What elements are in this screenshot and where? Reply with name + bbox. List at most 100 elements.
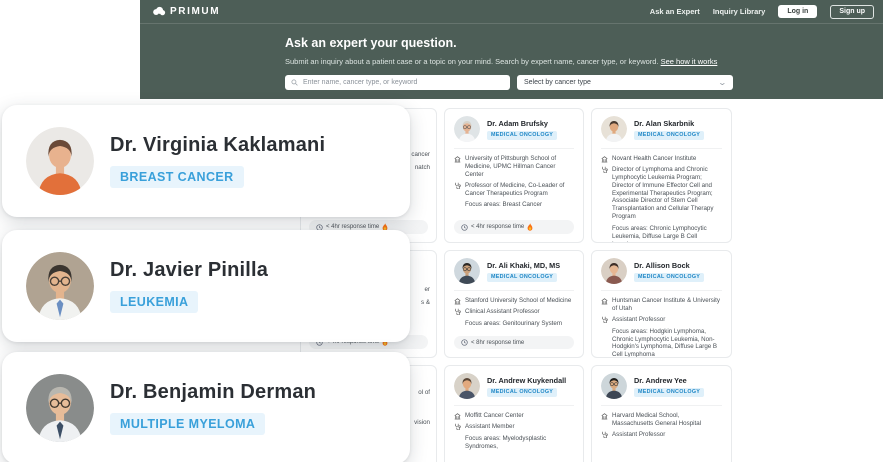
institution-text: Stanford University School of Medicine [465, 297, 572, 304]
institution-text: Huntsman Cancer Institute & University o… [612, 297, 720, 312]
card-text-fragment: s & [421, 299, 430, 306]
expert-name: Dr. Allison Bock [634, 260, 690, 270]
institution-icon [601, 297, 608, 304]
fire-icon [527, 223, 533, 231]
response-time-badge: < 8hr response time [454, 336, 574, 349]
clock-icon [316, 223, 323, 231]
response-time-text: < 8hr response time [471, 339, 525, 346]
doctor-photo [26, 127, 94, 195]
category-badge: MEDICAL ONCOLOGY [487, 130, 558, 140]
institution-text: Novant Health Cancer Institute [612, 155, 697, 162]
role-text: Director of Lymphoma and Chronic Lymphoc… [612, 165, 714, 221]
institution-icon [601, 155, 608, 162]
featured-doctor-name: Dr. Benjamin Derman [110, 381, 317, 403]
featured-doctor-name: Dr. Virginia Kaklamani [110, 134, 326, 156]
expert-avatar [601, 373, 627, 399]
card-text-fragment: cancer [411, 151, 430, 158]
expert-avatar [601, 116, 627, 142]
institution-row: University of Pittsburgh School of Medic… [454, 155, 574, 179]
institution-icon [454, 297, 461, 304]
primum-logo-icon [153, 6, 166, 16]
clock-icon [461, 339, 468, 346]
role-row: Assistant Professor [601, 431, 722, 439]
expert-avatar [601, 258, 627, 284]
nav-inquiry-library[interactable]: Inquiry Library [712, 7, 766, 16]
expert-card[interactable]: Dr. Andrew Kuykendall MEDICAL ONCOLOGY M… [444, 365, 584, 462]
site-header: PRIMUM Ask an Expert Inquiry Library Log… [140, 0, 883, 99]
top-nav-links: Ask an Expert Inquiry Library Log in Sig… [649, 4, 874, 19]
response-time-text: < 4hr response time [326, 339, 380, 345]
specialty-badge: BREAST CANCER [110, 166, 244, 188]
clock-icon [461, 223, 468, 231]
institution-text: Moffitt Cancer Center [465, 412, 524, 419]
expert-name: Dr. Ali Khaki, MD, MS [487, 260, 561, 270]
featured-card-multiple-myeloma[interactable]: Dr. Benjamin Derman MULTIPLE MYELOMA [2, 352, 410, 462]
chevron-down-icon: ⌄ [717, 77, 728, 87]
cancer-type-select[interactable]: Select by cancer type ⌄ [517, 75, 733, 90]
expert-name: Dr. Alan Skarbnik [634, 118, 695, 128]
response-time-text: < 4hr response time [471, 224, 525, 230]
expert-avatar [454, 373, 480, 399]
expert-avatar [454, 258, 480, 284]
expert-card-header: Dr. Alan Skarbnik MEDICAL ONCOLOGY [601, 116, 722, 149]
search-placeholder: Enter name, cancer type, or keyword [303, 79, 418, 86]
fire-icon [382, 223, 388, 231]
card-text-fragment: natch [414, 164, 430, 171]
role-text: Assistant Member [465, 422, 515, 430]
category-badge: MEDICAL ONCOLOGY [487, 272, 558, 282]
role-text: Assistant Professor [612, 430, 666, 438]
role-icon [455, 182, 461, 190]
specialty-badge: LEUKEMIA [110, 291, 199, 313]
expert-card[interactable]: Dr. Andrew Yee MEDICAL ONCOLOGY Harvard … [591, 365, 732, 462]
institution-row: Stanford University School of Medicine [454, 297, 574, 305]
expert-name: Dr. Andrew Kuykendall [487, 375, 567, 385]
focus-areas: Focus areas: Genitourinary System [465, 319, 562, 327]
role-icon [602, 316, 608, 324]
login-button[interactable]: Log in [778, 5, 818, 18]
search-row: Enter name, cancer type, or keyword Sele… [285, 75, 883, 90]
card-text-fragment: ol of [418, 389, 430, 396]
institution-text: Harvard Medical School, Massachusetts Ge… [612, 412, 702, 427]
response-time-text: < 4hr response time [326, 224, 380, 230]
role-row: Assistant Professor [601, 316, 722, 324]
category-badge: MEDICAL ONCOLOGY [634, 130, 705, 140]
role-row: Professor of Medicine, Co-Leader of Canc… [454, 182, 574, 198]
primum-logo[interactable]: PRIMUM [152, 6, 220, 17]
institution-row: Moffitt Cancer Center [454, 412, 574, 420]
role-row: Clinical Assistant Professor [454, 308, 574, 316]
expert-search-input[interactable]: Enter name, cancer type, or keyword [285, 75, 510, 90]
doctor-photo [26, 252, 94, 320]
role-icon [602, 431, 608, 439]
institution-icon [454, 412, 461, 419]
specialty-badge: MULTIPLE MYELOMA [110, 413, 266, 435]
hero-section: Ask an expert your question. Submit an i… [140, 23, 883, 90]
expert-card[interactable]: Dr. Adam Brufsky MEDICAL ONCOLOGY Univer… [444, 108, 584, 243]
response-time-badge: < 4hr response time [454, 220, 574, 234]
role-text: Clinical Assistant Professor [465, 307, 540, 315]
expert-name: Dr. Andrew Yee [634, 375, 687, 385]
role-row: Director of Lymphoma and Chronic Lymphoc… [601, 166, 722, 221]
institution-icon [601, 412, 608, 419]
top-navigation-bar: PRIMUM Ask an Expert Inquiry Library Log… [140, 0, 883, 23]
featured-card-breast-cancer[interactable]: Dr. Virginia Kaklamani BREAST CANCER [2, 105, 410, 217]
expert-card[interactable]: Dr. Allison Bock MEDICAL ONCOLOGY Huntsm… [591, 250, 732, 358]
role-text: Professor of Medicine, Co-Leader of Canc… [465, 181, 565, 197]
expert-card-header: Dr. Andrew Yee MEDICAL ONCOLOGY [601, 373, 722, 406]
focus-areas: Focus areas: Myelodysplastic Syndromes, [465, 434, 547, 450]
expert-avatar [454, 116, 480, 142]
expert-name: Dr. Adam Brufsky [487, 118, 548, 128]
institution-icon [454, 155, 461, 162]
focus-areas: Focus areas: Chronic Lymphocytic Leukemi… [612, 225, 707, 242]
card-text-fragment: er [424, 286, 430, 293]
role-icon [602, 167, 608, 174]
expert-card[interactable]: Dr. Alan Skarbnik MEDICAL ONCOLOGY Novan… [591, 108, 732, 243]
signup-button[interactable]: Sign up [830, 4, 874, 19]
nav-ask-an-expert[interactable]: Ask an Expert [649, 7, 700, 16]
featured-card-leukemia[interactable]: Dr. Javier Pinilla LEUKEMIA [2, 230, 410, 342]
see-how-it-works-link[interactable]: See how it works [660, 57, 718, 66]
expert-card[interactable]: Dr. Ali Khaki, MD, MS MEDICAL ONCOLOGY S… [444, 250, 584, 358]
role-text: Assistant Professor [612, 315, 666, 323]
institution-row: Harvard Medical School, Massachusetts Ge… [601, 412, 722, 428]
primum-logo-text: PRIMUM [170, 6, 221, 17]
card-text-fragment: vision [414, 419, 430, 426]
